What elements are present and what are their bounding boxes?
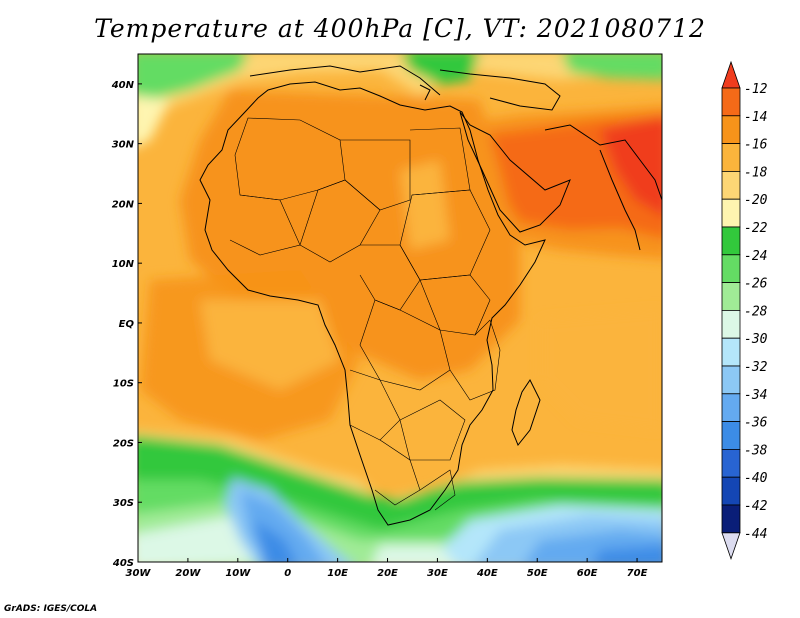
colorbar-segment	[721, 448, 741, 478]
colorbar-label: -44	[744, 527, 767, 542]
colorbar-segment	[721, 282, 741, 311]
country-borders	[229, 117, 501, 511]
colorbar-label: -28	[744, 304, 768, 319]
credit-text: GrADS: IGES/COLA	[4, 604, 98, 614]
lat-tick-label: 40N	[111, 80, 135, 91]
colorbar-segment	[721, 365, 741, 395]
colorbar-segment	[721, 198, 741, 228]
lat-tick-label: 30S	[113, 498, 134, 509]
colorbar-segment	[721, 170, 741, 200]
colorbar-label: -40	[744, 471, 768, 486]
lon-tick-label: 10W	[225, 568, 251, 579]
colorbar: -12 -14 -16 -18 -20 -22 -24 -26 -28 -30 -32 -34 -36 -…	[721, 60, 768, 561]
lon-tick-label: 20E	[377, 568, 398, 579]
colorbar-segment	[721, 421, 741, 450]
colorbar-segment	[721, 143, 741, 172]
map-frame	[137, 53, 663, 563]
colorbar-label: -18	[744, 165, 768, 180]
colorbar-label: -12	[744, 82, 768, 97]
colorbar-segment	[721, 87, 741, 117]
colorbar-label: -38	[744, 443, 768, 458]
colorbar-label: -34	[744, 388, 767, 403]
lon-tick-label: 30W	[126, 568, 152, 579]
colorbar-segment	[721, 476, 741, 506]
lon-tick-label: 30E	[427, 568, 448, 579]
colorbar-segment	[721, 226, 741, 256]
colorbar-label: -20	[744, 193, 768, 208]
colorbar-lower-triangle	[721, 532, 741, 561]
axis-ticks: 30W 20W 10W 0 10E 20E 30E 40E 50E 60E 70E 40N 30N 20N…	[111, 80, 648, 579]
colorbar-label: -30	[744, 332, 768, 347]
page-title: Temperature at 400hPa [C], VT: 202108071…	[94, 14, 706, 43]
colorbar-label: -14	[744, 110, 767, 125]
colorbar-segment	[721, 337, 741, 367]
colorbar-label: -32	[744, 360, 768, 375]
lat-tick-label: 40S	[112, 558, 134, 569]
lon-tick-label: 40E	[476, 568, 498, 579]
lon-tick-label: 60E	[577, 568, 598, 579]
colorbar-upper-triangle	[721, 60, 741, 89]
lat-tick-label: 20N	[112, 199, 135, 210]
lat-tick-label: 30N	[112, 140, 135, 151]
colorbar-label: -16	[744, 138, 768, 153]
colorbar-segment	[721, 393, 741, 422]
temperature-field	[138, 54, 662, 562]
colorbar-label: -36	[744, 416, 768, 431]
lon-tick-label: 0	[284, 568, 291, 579]
colorbar-label: -26	[744, 277, 768, 292]
colorbar-segment	[721, 254, 741, 284]
lat-tick-label: 10S	[113, 379, 134, 390]
lon-tick-label: 50E	[527, 568, 548, 579]
colorbar-label: -24	[744, 249, 767, 264]
coastline	[199, 65, 662, 526]
colorbar-segment	[721, 115, 741, 145]
lon-tick-label: 70E	[627, 568, 648, 579]
colorbar-label: -42	[744, 499, 768, 514]
lat-tick-label: 10N	[112, 259, 135, 270]
colorbar-segment	[721, 504, 741, 534]
lat-tick-label: 20S	[113, 438, 134, 449]
lon-tick-label: 10E	[327, 568, 348, 579]
colorbar-label: -22	[744, 221, 768, 236]
lat-tick-label: EQ	[119, 319, 135, 330]
lon-tick-label: 20W	[175, 568, 201, 579]
colorbar-segment	[721, 309, 741, 339]
